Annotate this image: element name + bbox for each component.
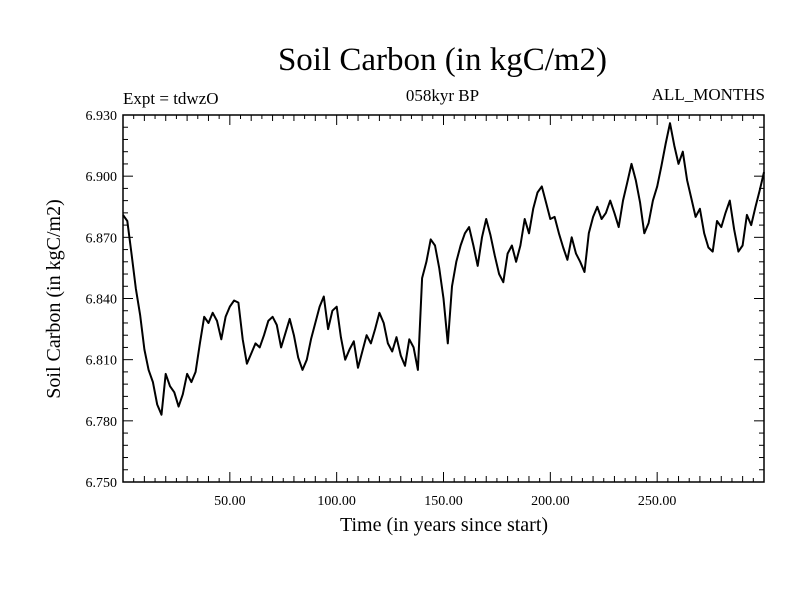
x-tick-label: 100.00 <box>317 494 356 509</box>
y-tick-label: 6.870 <box>86 231 118 246</box>
y-axis-label: Soil Carbon (in kgC/m2) <box>43 199 65 398</box>
y-tick-label: 6.810 <box>86 354 118 369</box>
x-tick-label: 250.00 <box>638 494 677 509</box>
experiment-label: Expt = tdwzO <box>123 89 219 108</box>
soil-carbon-line <box>122 122 765 416</box>
axis-ticks <box>123 115 764 482</box>
x-axis-label: Time (in years since start) <box>340 514 548 536</box>
x-tick-label: 200.00 <box>531 494 570 509</box>
tick-labels: 50.00 100.00 150.00 200.00 250.00 6.750 6.780 6… <box>86 109 677 509</box>
y-tick-label: 6.750 <box>86 476 118 491</box>
chart-title: Soil Carbon (in kgC/m2) <box>277 42 608 78</box>
y-tick-label: 6.840 <box>86 293 118 308</box>
y-tick-label: 6.780 <box>86 415 118 430</box>
months-label: ALL_MONTHS <box>651 85 765 104</box>
y-tick-label: 6.900 <box>86 170 118 185</box>
chart-subtitle: 058kyr BP <box>405 86 480 105</box>
x-tick-label: 50.00 <box>214 494 246 509</box>
y-tick-label: 6.930 <box>86 109 118 124</box>
x-tick-label: 150.00 <box>424 494 463 509</box>
data-series <box>122 122 765 416</box>
